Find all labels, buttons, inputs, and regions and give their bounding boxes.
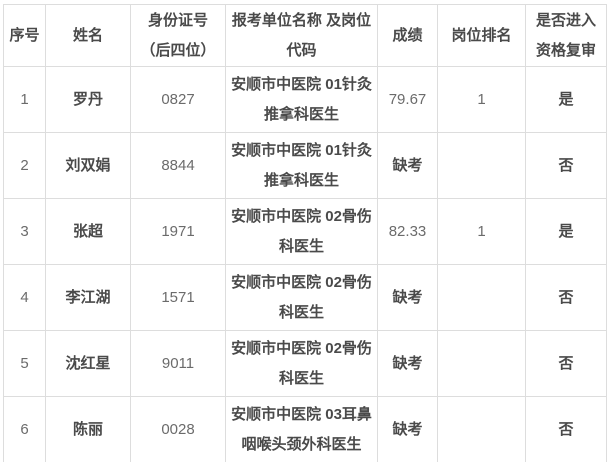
table-cell-index: 3 [3, 198, 46, 265]
table-cell-rank: 1 [437, 66, 526, 133]
table-cell-review: 否 [525, 396, 607, 462]
column-header-score: 成绩 [377, 4, 438, 67]
table-cell-review: 否 [525, 330, 607, 397]
table-cell-review: 否 [525, 264, 607, 331]
header-row: 序号 姓名 身份证号（后四位） 报考单位名称 及岗位代码 成绩 岗位排名 是否进… [3, 4, 607, 67]
table-row: 2 刘双娟 8844 安顺市中医院 01针灸推拿科医生 缺考 否 [3, 132, 607, 199]
table-cell-review: 是 [525, 198, 607, 265]
table-cell-id4: 8844 [130, 132, 226, 199]
table-cell-id4: 0028 [130, 396, 226, 462]
table-cell-index: 2 [3, 132, 46, 199]
column-header-name: 姓名 [45, 4, 131, 67]
table-cell-name: 陈丽 [45, 396, 131, 462]
table-cell-review: 是 [525, 66, 607, 133]
table-cell-rank: 1 [437, 198, 526, 265]
table-cell-index: 5 [3, 330, 46, 397]
table-cell-rank [437, 264, 526, 331]
table-cell-review: 否 [525, 132, 607, 199]
column-header-rank: 岗位排名 [437, 4, 526, 67]
table-cell-score: 79.67 [377, 66, 438, 133]
table-cell-index: 4 [3, 264, 46, 331]
table-header: 序号 姓名 身份证号（后四位） 报考单位名称 及岗位代码 成绩 岗位排名 是否进… [3, 4, 607, 67]
table-cell-id4: 1971 [130, 198, 226, 265]
table-cell-name: 罗丹 [45, 66, 131, 133]
table-cell-id4: 9011 [130, 330, 226, 397]
table-cell-name: 张超 [45, 198, 131, 265]
results-table: 序号 姓名 身份证号（后四位） 报考单位名称 及岗位代码 成绩 岗位排名 是否进… [3, 4, 607, 462]
column-header-index: 序号 [3, 4, 46, 67]
table-cell-rank [437, 396, 526, 462]
table-cell-score: 缺考 [377, 330, 438, 397]
table-row: 6 陈丽 0028 安顺市中医院 03耳鼻咽喉头颈外科医生 缺考 否 [3, 396, 607, 462]
table-cell-score: 缺考 [377, 396, 438, 462]
table-cell-id4: 0827 [130, 66, 226, 133]
table-cell-unit: 安顺市中医院 02骨伤科医生 [225, 330, 378, 397]
table-body: 1 罗丹 0827 安顺市中医院 01针灸推拿科医生 79.67 1 是 2 刘双娟 8844 安顺… [3, 66, 607, 462]
table-cell-unit: 安顺市中医院 02骨伤科医生 [225, 198, 378, 265]
table-row: 3 张超 1971 安顺市中医院 02骨伤科医生 82.33 1 是 [3, 198, 607, 265]
table-cell-score: 82.33 [377, 198, 438, 265]
table-row: 1 罗丹 0827 安顺市中医院 01针灸推拿科医生 79.67 1 是 [3, 66, 607, 133]
table-cell-rank [437, 132, 526, 199]
column-header-unit: 报考单位名称 及岗位代码 [225, 4, 378, 67]
table-cell-name: 沈红星 [45, 330, 131, 397]
table-cell-id4: 1571 [130, 264, 226, 331]
column-header-id4: 身份证号（后四位） [130, 4, 226, 67]
table-row: 5 沈红星 9011 安顺市中医院 02骨伤科医生 缺考 否 [3, 330, 607, 397]
table-cell-score: 缺考 [377, 132, 438, 199]
table-cell-rank [437, 330, 526, 397]
table-cell-name: 刘双娟 [45, 132, 131, 199]
table-cell-index: 1 [3, 66, 46, 133]
table-cell-index: 6 [3, 396, 46, 462]
table-cell-unit: 安顺市中医院 01针灸推拿科医生 [225, 132, 378, 199]
table-cell-unit: 安顺市中医院 02骨伤科医生 [225, 264, 378, 331]
table-cell-unit: 安顺市中医院 01针灸推拿科医生 [225, 66, 378, 133]
column-header-review: 是否进入资格复审 [525, 4, 607, 67]
table-cell-name: 李江湖 [45, 264, 131, 331]
table-row: 4 李江湖 1571 安顺市中医院 02骨伤科医生 缺考 否 [3, 264, 607, 331]
table-cell-unit: 安顺市中医院 03耳鼻咽喉头颈外科医生 [225, 396, 378, 462]
table-cell-score: 缺考 [377, 264, 438, 331]
